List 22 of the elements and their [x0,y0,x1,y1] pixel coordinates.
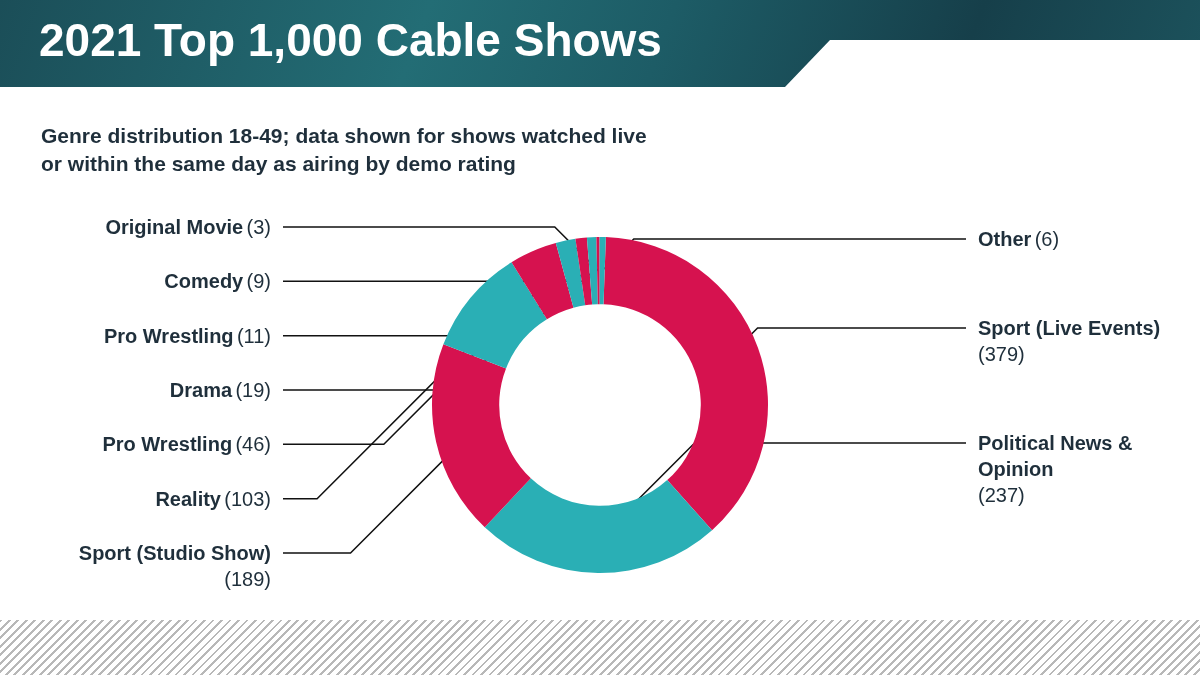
slice-label: Sport (Live Events) [978,317,1161,339]
slice-label: Sport (Studio Show) [78,542,271,564]
chart-subtitle: Genre distribution 18-49; data shown for shows watched live or within the same day as airing by demo rating [41,123,653,175]
data-label: (379) [978,343,1025,365]
data-label: (19) [235,379,271,401]
slice-label: Pro Wrestling [103,324,234,347]
data-label: (9) [246,270,271,293]
data-label: (3) [246,216,271,238]
data-label: (11) [236,324,271,347]
slice-label: Pro Wrestling [102,433,233,456]
slice-label: Political News & Opinion [978,432,1133,480]
slice-label: Comedy [164,270,245,293]
data-label: (46) [235,433,271,456]
slice-label: Original Movie [105,216,244,238]
data-label: (6) [1034,228,1060,250]
slice-label: Reality [155,487,222,510]
slice-label: Other [978,228,1032,250]
slice-label: Drama [169,379,233,401]
data-label: (237) [978,484,1025,506]
data-label: (103) [224,487,271,510]
chart-title: 2021 Top 1,000 Cable Shows [39,14,662,66]
data-label: (189) [224,568,271,590]
